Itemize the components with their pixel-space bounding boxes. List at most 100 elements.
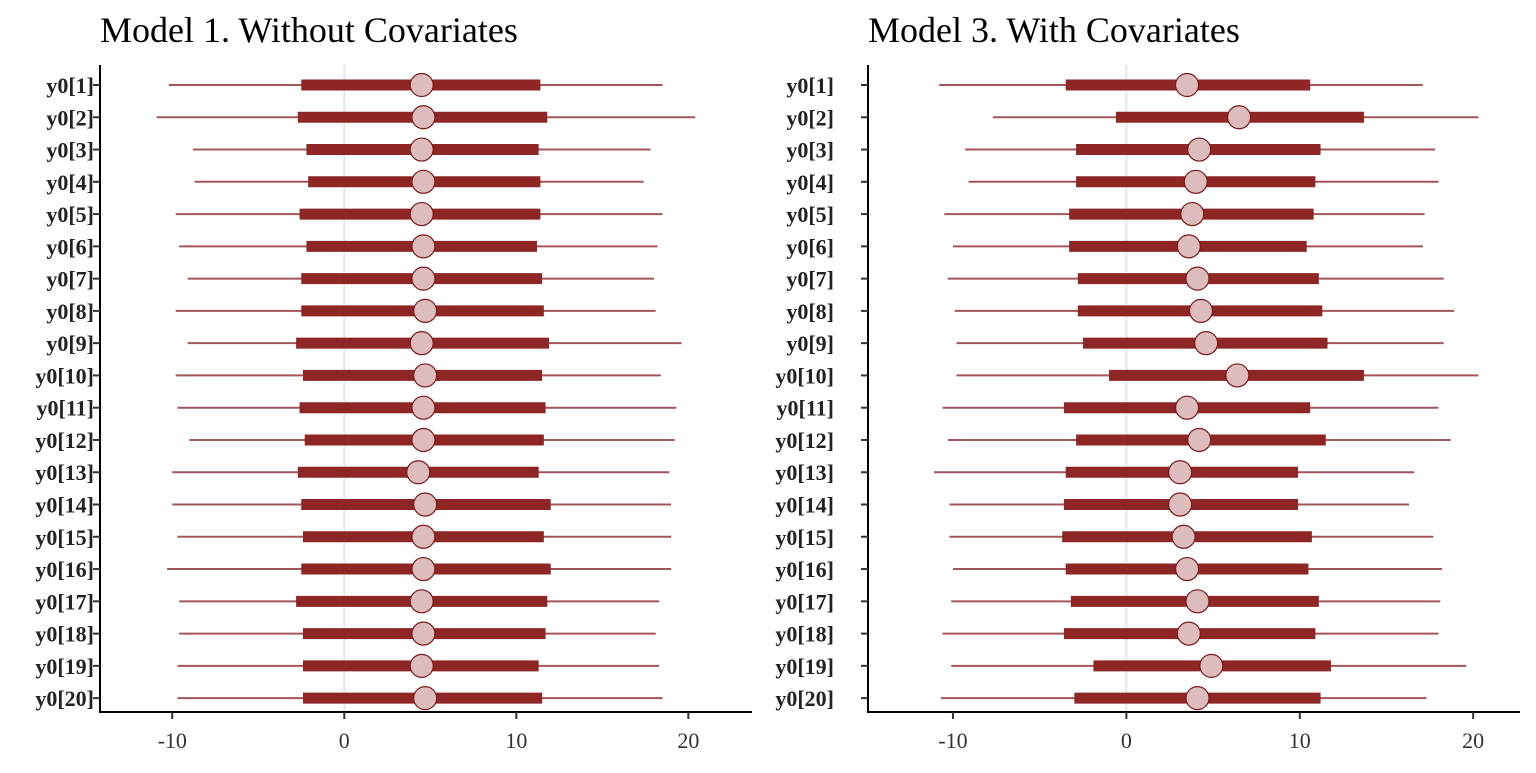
x-tick-label: 0: [339, 728, 350, 753]
interval-row: y0[10]: [35, 363, 661, 388]
y-tick-label: y0[9]: [46, 331, 94, 356]
interval-row: y0[14]: [775, 492, 1410, 518]
median-point: [411, 427, 436, 453]
median-point: [1188, 298, 1214, 323]
y-tick-label: y0[12]: [775, 428, 834, 453]
y-tick-label: y0[17]: [35, 589, 94, 614]
y-tick-label: y0[1]: [786, 73, 834, 98]
y-tick-label: y0[10]: [775, 363, 834, 388]
panel-model-1: Model 1. Without Covariates -10 0 10 20 y0[1…: [35, 10, 752, 753]
median-point: [1226, 105, 1252, 130]
interval-row: y0[13]: [35, 460, 670, 485]
median-point: [411, 234, 436, 259]
y-tick-label: y0[8]: [786, 299, 834, 324]
y-tick-label: y0[20]: [35, 686, 94, 711]
interval-row: y0[13]: [775, 460, 1415, 485]
y-tick-label: y0[3]: [46, 138, 94, 163]
y-tick-label: y0[3]: [786, 138, 834, 163]
median-point: [409, 331, 434, 356]
y-tick-label: y0[15]: [775, 525, 834, 550]
median-point: [1180, 201, 1205, 227]
median-point: [413, 686, 438, 711]
interval-row: y0[7]: [46, 266, 654, 292]
interval-row: y0[10]: [775, 363, 1479, 388]
interval-row: y0[18]: [775, 621, 1439, 647]
interval-row: y0[9]: [786, 331, 1444, 356]
interval-row: y0[11]: [37, 395, 677, 421]
median-point: [1185, 266, 1210, 291]
x-tick-label: -10: [158, 728, 187, 753]
y-tick-label: y0[18]: [35, 622, 94, 647]
median-point: [413, 363, 438, 388]
y-tick-label: y0[13]: [35, 460, 94, 485]
interval-row: y0[2]: [46, 105, 696, 130]
interval-row: y0[2]: [786, 105, 1479, 130]
median-point: [1174, 72, 1200, 98]
interval-row: y0[7]: [786, 266, 1444, 292]
interval-row: y0[12]: [35, 427, 675, 453]
y-tick-label: y0[12]: [35, 428, 94, 453]
interval-row: y0[4]: [46, 169, 644, 195]
y-tick-label: y0[10]: [35, 363, 94, 388]
y-tick-label: y0[7]: [46, 267, 94, 292]
interval-row: y0[5]: [46, 201, 663, 227]
interval-row: y0[6]: [46, 234, 658, 259]
y-tick-label: y0[5]: [46, 202, 94, 227]
y-tick-label: y0[19]: [35, 654, 94, 679]
y-tick-label: y0[9]: [786, 331, 834, 356]
median-point: [411, 266, 436, 291]
median-point: [413, 492, 438, 517]
median-point: [1171, 524, 1196, 549]
interval-row: y0[1]: [786, 72, 1423, 98]
y-tick-label: y0[11]: [37, 396, 94, 421]
x-tick-label: 0: [1121, 728, 1132, 753]
median-point: [411, 395, 436, 420]
median-point: [411, 556, 436, 582]
median-point: [409, 137, 434, 162]
panel-title: Model 1. Without Covariates: [100, 10, 518, 50]
x-tick-label: -10: [938, 728, 967, 753]
interval-row: y0[15]: [35, 524, 672, 550]
y-tick-label: y0[6]: [46, 234, 94, 259]
x-tick-label: 10: [1289, 728, 1311, 753]
interval-row: y0[9]: [46, 331, 682, 356]
y-tick-label: y0[16]: [775, 557, 834, 582]
median-point: [409, 72, 434, 98]
median-point: [413, 298, 438, 323]
interval-row: y0[8]: [46, 298, 656, 324]
median-point: [1174, 556, 1200, 582]
interval-row: y0[1]: [46, 72, 663, 98]
median-point: [1199, 653, 1224, 678]
y-tick-label: y0[5]: [786, 202, 834, 227]
y-tick-label: y0[13]: [775, 460, 834, 485]
y-tick-label: y0[14]: [775, 493, 834, 518]
median-point: [1225, 363, 1250, 388]
median-point: [1185, 589, 1210, 614]
median-point: [1187, 427, 1212, 453]
interval-row: y0[14]: [35, 492, 672, 518]
median-point: [1183, 169, 1208, 194]
interval-row: y0[16]: [775, 556, 1442, 582]
y-tick-label: y0[4]: [46, 170, 94, 195]
median-point: [411, 169, 436, 194]
x-tick-label: 20: [677, 728, 699, 753]
interval-row: y0[20]: [775, 686, 1427, 711]
median-point: [1187, 137, 1212, 162]
interval-row: y0[3]: [46, 137, 651, 163]
y-tick-label: y0[7]: [786, 267, 834, 292]
y-tick-label: y0[15]: [35, 525, 94, 550]
interval-row: y0[3]: [786, 137, 1436, 163]
x-tick-label: 10: [505, 728, 527, 753]
median-point: [411, 524, 436, 549]
interval-row: y0[16]: [35, 556, 672, 582]
interval-row: y0[12]: [775, 427, 1451, 453]
y-tick-label: y0[1]: [46, 73, 94, 98]
median-point: [1185, 686, 1210, 711]
interval-row: y0[17]: [35, 589, 660, 614]
interval-row: y0[19]: [35, 653, 660, 679]
interval-row: y0[4]: [786, 169, 1439, 195]
y-tick-label: y0[4]: [786, 170, 834, 195]
interval-row: y0[15]: [775, 524, 1434, 550]
